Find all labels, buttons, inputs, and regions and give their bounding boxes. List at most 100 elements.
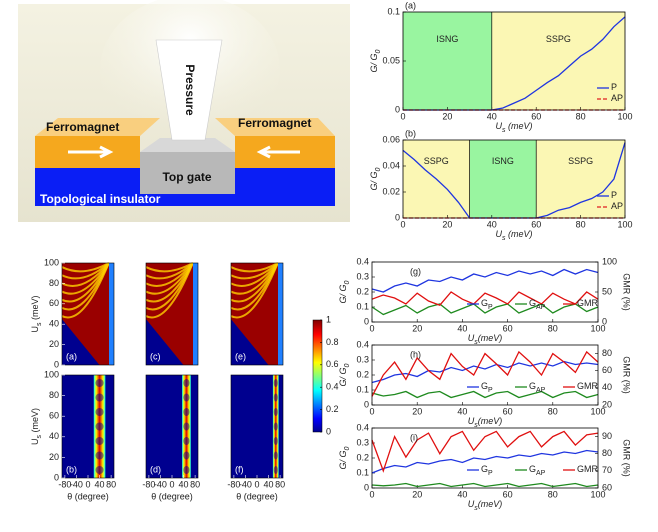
x-axis-label-part: (meV) [478, 499, 503, 509]
x-axis-label: θ (degree) [236, 491, 278, 501]
y-axis-label-part: s [36, 435, 43, 439]
series-line [371, 482, 599, 488]
plot-frame [371, 344, 599, 406]
legend-label: GMR [577, 464, 598, 474]
heatmap-panel [61, 374, 115, 479]
y-axis-label-part: 0 [375, 49, 382, 53]
legend-label: GP [481, 381, 493, 394]
panel-label: (g) [410, 266, 421, 276]
y-tick-label: 0.4 [356, 256, 369, 266]
heatmap-edge [109, 263, 114, 365]
x-axis-label-part: s [502, 127, 506, 134]
x-tick-label: 0 [369, 489, 374, 499]
region [403, 12, 492, 110]
heatmap-node [183, 393, 190, 402]
x-tick-label: 40 [179, 479, 189, 489]
y-tick-label: 0.4 [356, 339, 369, 349]
panel-label: (i) [410, 432, 418, 442]
x-tick-label: 80 [548, 323, 558, 333]
legend-label: AP [611, 201, 623, 211]
y-tick-label: 0.3 [356, 271, 369, 281]
y-tick-label: 0 [54, 359, 59, 369]
legend-label-part: G [481, 298, 488, 308]
x-tick-label: 100 [590, 489, 605, 499]
series-line [371, 360, 599, 384]
region-label: SSPG [546, 34, 571, 44]
y2-tick-label: 80 [602, 448, 612, 458]
y2-tick-label: 70 [602, 465, 612, 475]
x-tick-label: 40 [457, 406, 467, 416]
x-axis-label-part: U [468, 416, 475, 426]
heatmap-stripe [230, 262, 279, 280]
x-axis-label-part: U [496, 121, 503, 131]
heatmap-stripe [230, 262, 279, 273]
heatmap-stripe [61, 262, 110, 280]
y-axis-label-part: 0 [344, 280, 351, 284]
x-tick-label: -80 [58, 479, 71, 489]
x-axis-label-part: U [468, 333, 475, 343]
x-tick-label: 60 [531, 111, 541, 121]
x-tick-label: -40 [70, 479, 83, 489]
y-tick-label: 0.04 [382, 160, 400, 170]
y-tick-label: 20 [49, 339, 59, 349]
y2-tick-label: 60 [602, 482, 612, 492]
y-axis-label: G/ G0 [338, 446, 351, 469]
legend-label: GAP [529, 464, 546, 477]
series-line [371, 291, 599, 306]
pressure-label: Pressure [183, 64, 197, 116]
x-tick-label: 0 [254, 479, 259, 489]
legend-label: GP [481, 298, 493, 311]
legend-label-part: G [529, 464, 536, 474]
x-tick-label: 0 [369, 323, 374, 333]
y-axis-label-part: (meV) [30, 295, 40, 322]
x-tick-label: 40 [487, 111, 497, 121]
y-tick-label: 60 [49, 298, 59, 308]
x-tick-label: -40 [154, 479, 167, 489]
y-tick-label: 0.02 [382, 186, 400, 196]
legend-label-part: P [611, 82, 617, 92]
x-tick-label: 20 [412, 489, 422, 499]
y-tick-label: 0 [54, 472, 59, 482]
magnet-arrow [68, 145, 114, 159]
heatmap-node [273, 451, 278, 460]
x-tick-label: 100 [617, 219, 632, 229]
y-tick-label: 60 [49, 411, 59, 421]
x-axis-label: Us(meV) [468, 333, 503, 346]
x-axis-label: Us(meV) [468, 499, 503, 512]
region-label: SSPG [424, 156, 449, 166]
heatmap-node [183, 422, 190, 431]
colorbar-tick-label: 0 [326, 426, 331, 436]
x-axis-label-part: (meV) [478, 333, 503, 343]
y-tick-label: 80 [49, 278, 59, 288]
y-axis-label: Us (meV) [30, 408, 43, 445]
heatmap-edge [193, 263, 198, 365]
heatmap-node [183, 408, 190, 416]
x-tick-label: 80 [576, 219, 586, 229]
y2-axis-label: GMR (%) [622, 356, 632, 394]
region-label: ISNG [436, 34, 458, 44]
heatmap-node [95, 379, 104, 387]
y-tick-label: 0 [395, 212, 400, 222]
plot-frame [402, 11, 626, 111]
region [491, 12, 625, 110]
heatmap-node [183, 379, 190, 387]
legend-label-part: AP [536, 470, 546, 477]
y-axis-label: G/ G0 [369, 49, 382, 72]
y-axis-label-part: 0 [344, 363, 351, 367]
y2-tick-label: 100 [602, 256, 617, 266]
plot-frame [402, 139, 626, 219]
x-axis-label-part: s [474, 422, 478, 429]
panel-label: (f) [235, 464, 244, 474]
y2-axis-label: GMR (%) [622, 439, 632, 477]
gate-top [140, 138, 235, 152]
y-tick-label: 0.2 [356, 286, 369, 296]
y-tick-label: 0.3 [356, 354, 369, 364]
panel-label: (b) [405, 128, 416, 138]
legend-label-part: G [481, 381, 488, 391]
series-line [371, 268, 599, 293]
heatmap-node [183, 437, 190, 445]
heatmap-node [183, 466, 190, 474]
heatmap-panel [61, 262, 115, 366]
heatmap-node [273, 422, 278, 431]
